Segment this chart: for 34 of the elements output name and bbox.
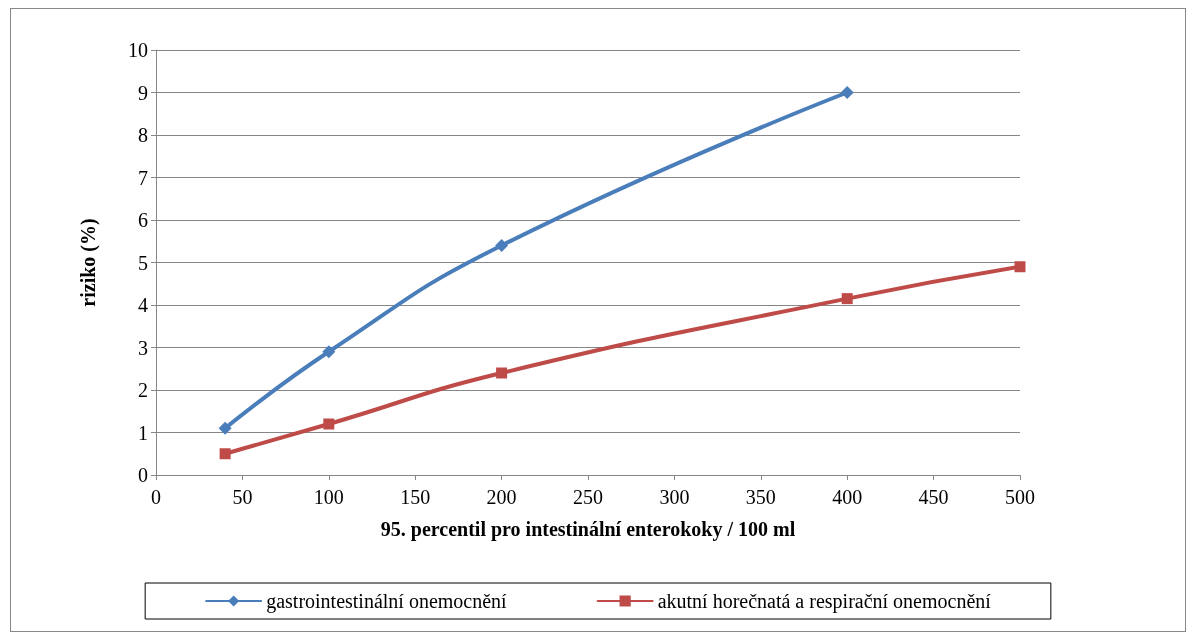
legend-label: gastrointestinální onemocnění (266, 590, 508, 613)
y-tick-label: 5 (138, 251, 148, 274)
y-tick-label: 9 (138, 81, 148, 104)
x-tick-label: 250 (573, 486, 603, 508)
x-tick-label: 450 (918, 486, 949, 508)
legend-label: akutní horečnatá a respirační onemocnění (657, 590, 992, 613)
y-tick-label: 2 (138, 379, 148, 401)
y-tick-label: 3 (138, 336, 148, 359)
point (496, 367, 508, 379)
y-tick-label: 0 (138, 464, 148, 486)
x-tick-label: 300 (659, 486, 690, 508)
y-tick-label: 8 (138, 124, 148, 146)
x-tick-label: 350 (745, 486, 776, 508)
y-tick-label: 10 (128, 39, 148, 61)
point (323, 418, 335, 430)
point (219, 448, 231, 460)
point (841, 293, 853, 305)
point (322, 345, 336, 359)
x-tick-label: 50 (232, 486, 253, 508)
point (218, 421, 232, 435)
y-axis-title: riziko (%) (77, 218, 100, 307)
y-tick-label: 1 (138, 421, 148, 444)
point (1014, 261, 1026, 273)
x-axis-title: 95. percentil pro intestinální enterokoky / 100 ml (380, 518, 796, 541)
y-tick-label: 7 (138, 166, 148, 189)
x-tick-label: 400 (832, 486, 863, 508)
x-tick-label: 150 (400, 486, 431, 508)
point (495, 239, 509, 252)
x-tick-label: 100 (313, 486, 344, 508)
x-tick-label: 200 (486, 486, 517, 508)
y-tick-label: 6 (138, 209, 148, 231)
x-tick-label: 500 (1005, 486, 1035, 508)
point (840, 86, 854, 99)
y-tick-label: 4 (138, 294, 148, 316)
